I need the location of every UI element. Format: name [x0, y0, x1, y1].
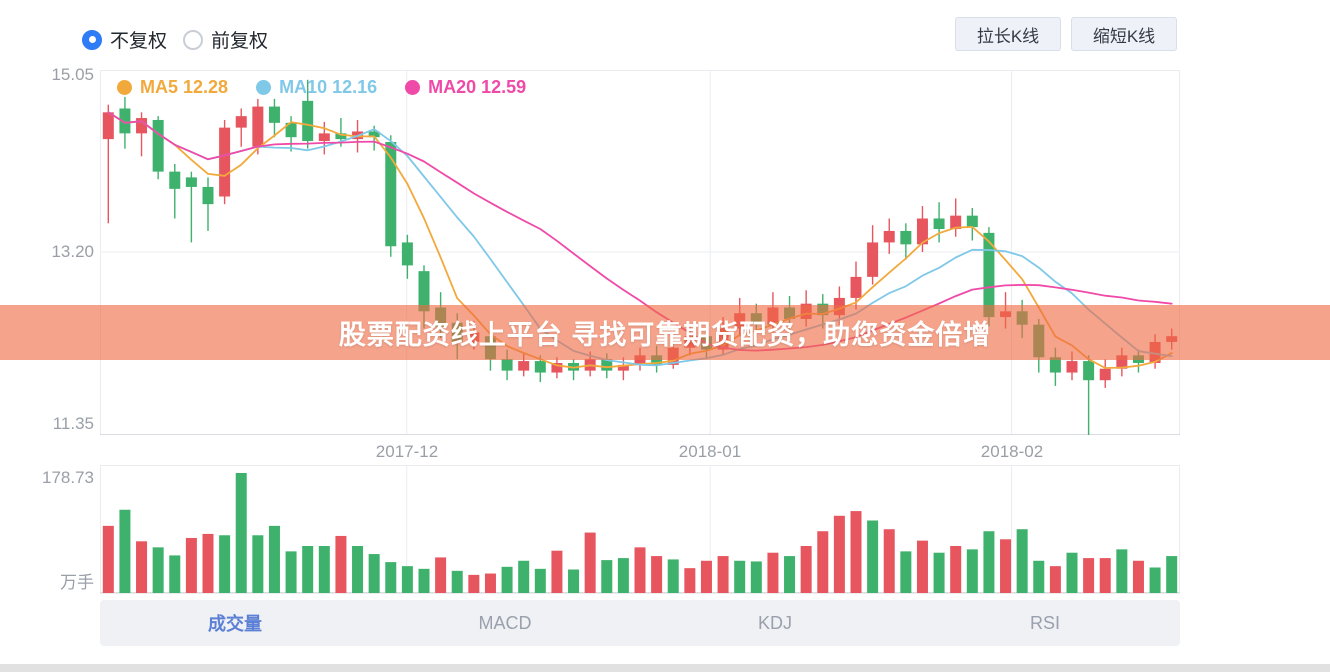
ma-legend: MA5 12.28 MA10 12.16 MA20 12.59: [117, 77, 526, 98]
legend-ma10: MA10 12.16: [256, 77, 377, 98]
x-axis-label-jan: 2018-01: [678, 442, 742, 461]
ma20-dot-icon: [405, 80, 421, 95]
radio-unchecked-icon: [183, 29, 204, 50]
radio-checked-icon: [82, 29, 102, 50]
tab-volume[interactable]: 成交量: [208, 614, 262, 634]
ma5-dot-icon: [117, 80, 132, 95]
price-axis-label-low: 11.35: [52, 414, 94, 433]
tab-rsi[interactable]: RSI: [1029, 612, 1060, 633]
volume-axis-max-label: 178.73: [42, 468, 94, 487]
price-axis-label-mid: 13.20: [51, 242, 94, 261]
tab-macd[interactable]: MACD: [478, 612, 532, 633]
ma20-label: MA20 12.59: [428, 77, 527, 97]
ma10-label: MA10 12.16: [279, 77, 378, 97]
shorten-kline-button[interactable]: 缩短K线: [1071, 17, 1177, 51]
x-axis-label-feb: 2018-02: [980, 442, 1044, 461]
ma10-dot-icon: [256, 80, 272, 95]
legend-ma20: MA20 12.59: [405, 77, 526, 98]
promo-banner[interactable]: 股票配资线上平台 寻找可靠期货配资，助您资金倍增: [0, 305, 1330, 360]
volume-chart[interactable]: [100, 465, 1180, 594]
radio-no-adjust[interactable]: 不复权: [82, 26, 167, 53]
ma20-line: [107, 111, 1173, 352]
lengthen-kline-button[interactable]: 拉长K线: [955, 17, 1061, 51]
radio-no-adjust-label: 不复权: [110, 31, 168, 52]
adjust-radio-group: 不复权 前复权: [82, 26, 268, 53]
tab-kdj[interactable]: KDJ: [757, 612, 792, 633]
volume-bars: [102, 473, 1178, 593]
ma10-line: [107, 111, 1173, 367]
radio-forward-adjust-label: 前复权: [211, 31, 269, 52]
price-axis-label-high: 15.05: [51, 65, 94, 84]
x-axis-label-dec: 2017-12: [375, 442, 439, 461]
ma5-label: MA5 12.28: [140, 77, 229, 97]
candlestick-chart[interactable]: [100, 70, 1180, 435]
price-grid: [100, 70, 1180, 435]
promo-banner-text: 股票配资线上平台 寻找可靠期货配资，助您资金倍增: [338, 320, 992, 350]
radio-forward-adjust[interactable]: 前复权: [183, 26, 268, 53]
volume-axis-unit-label: 万手: [60, 573, 94, 592]
candlestick-series: [102, 79, 1178, 435]
legend-ma5: MA5 12.28: [117, 77, 228, 98]
indicator-tabbar: 成交量 MACD KDJ RSI: [100, 600, 1180, 646]
page-bottom-strip: [0, 664, 1330, 672]
